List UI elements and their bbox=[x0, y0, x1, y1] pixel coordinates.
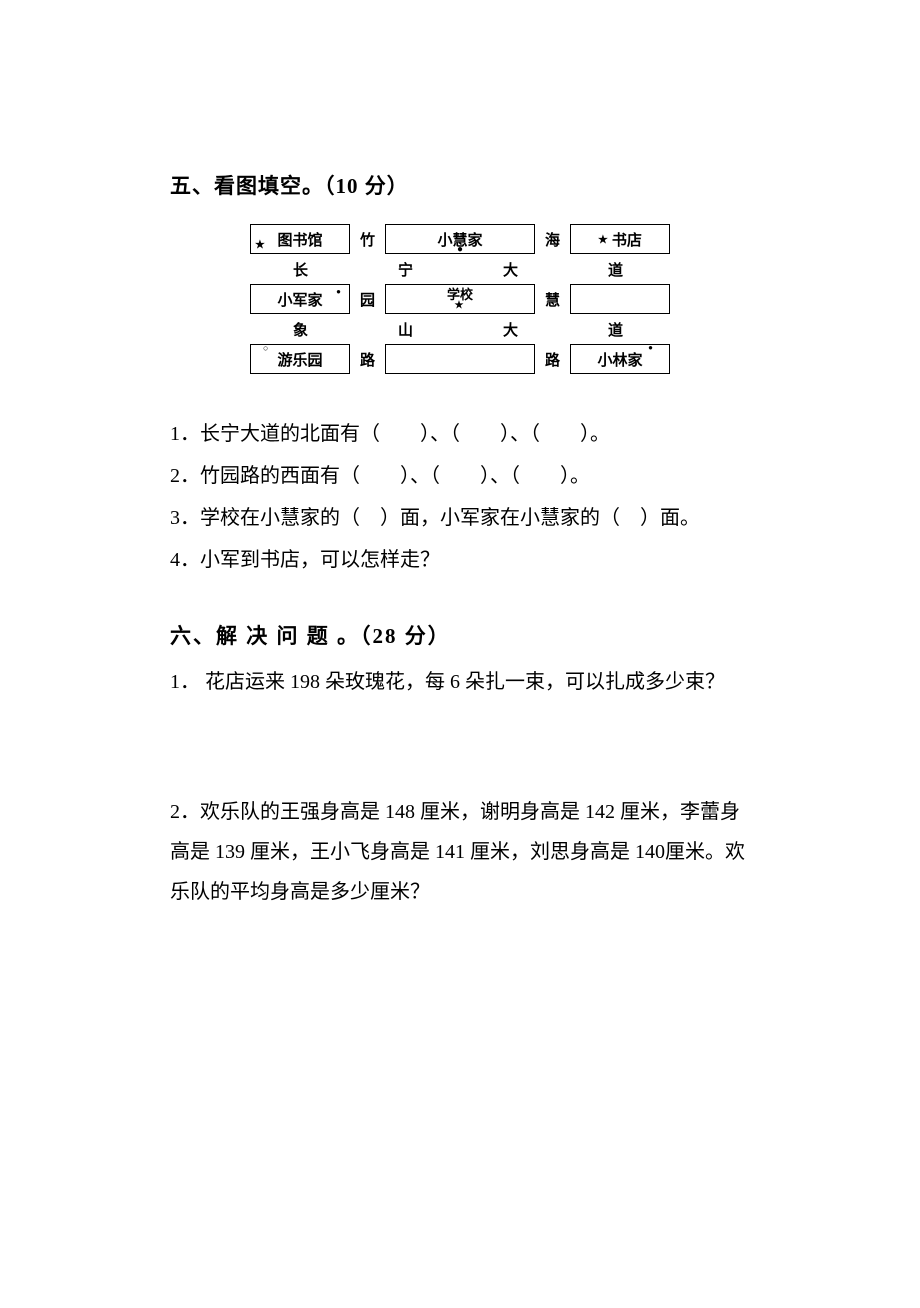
road-char: 象 bbox=[293, 319, 312, 340]
map-school-text: 学校 bbox=[447, 288, 473, 301]
road-lu-bot1: 路 bbox=[350, 344, 385, 374]
section5-header: 五、看图填空。（10 分） bbox=[170, 170, 750, 200]
circle-icon: ○ bbox=[263, 343, 268, 353]
map-xiaolin-home: 小林家 ● bbox=[570, 344, 670, 374]
map-library: 图书馆 ★ bbox=[250, 224, 350, 254]
star-icon: ★ bbox=[255, 238, 265, 251]
road-yuan-mid: 园 bbox=[350, 284, 385, 314]
road-char: 大 bbox=[503, 319, 522, 340]
road-char: 宁 bbox=[398, 259, 417, 280]
road-zhu-top: 竹 bbox=[350, 224, 385, 254]
map-empty-bottom bbox=[385, 344, 535, 374]
road-char: 山 bbox=[398, 319, 417, 340]
star-icon: ★ bbox=[455, 301, 464, 311]
map-bookstore-text: 书店 bbox=[612, 229, 642, 250]
problem-2: 2．欢乐队的王强身高是 148 厘米，谢明身高是 142 厘米，李蕾身高是 13… bbox=[170, 792, 750, 912]
problem-1: 1． 花店运来 198 朵玫瑰花，每 6 朵扎一束，可以扎成多少束？ bbox=[170, 662, 750, 702]
map-bookstore: ★ 书店 bbox=[570, 224, 670, 254]
road-char: 大 bbox=[503, 259, 522, 280]
map-park-text: 游乐园 bbox=[277, 349, 322, 370]
map-xiaohui-home: 小慧家 ● bbox=[385, 224, 535, 254]
question-2: 2．竹园路的西面有（ ）、（ ）、（ ）。 bbox=[170, 456, 750, 496]
road-xiangshan: 象 山 大 道 bbox=[250, 314, 670, 344]
question-4: 4．小军到书店，可以怎样走？ bbox=[170, 540, 750, 580]
road-hai-top: 海 bbox=[535, 224, 570, 254]
dot-icon: ● bbox=[648, 343, 653, 352]
map-xiaojun-text: 小军家 bbox=[277, 289, 322, 310]
map-empty-right bbox=[570, 284, 670, 314]
road-char: 道 bbox=[608, 259, 627, 280]
map-school: 学校 ★ bbox=[385, 284, 535, 314]
dot-icon: ● bbox=[457, 244, 463, 255]
map-library-text: 图书馆 bbox=[277, 229, 322, 250]
road-char: 长 bbox=[293, 259, 312, 280]
section5-questions: 1．长宁大道的北面有（ ）、（ ）、（ ）。 2．竹园路的西面有（ ）、（ ）、… bbox=[170, 414, 750, 580]
road-changning: 长 宁 大 道 bbox=[250, 254, 670, 284]
section6-header: 六、解 决 问 题 。（28 分） bbox=[170, 620, 750, 650]
map-xiaojun-home: 小军家 ● bbox=[250, 284, 350, 314]
road-char: 道 bbox=[608, 319, 627, 340]
map-diagram: 图书馆 ★ 竹 小慧家 ● 海 ★ 书店 长 宁 大 道 小军家 ● 园 学校 … bbox=[250, 224, 670, 374]
map-amusement-park: 游乐园 ○ bbox=[250, 344, 350, 374]
map-xiaolin-text: 小林家 bbox=[597, 349, 642, 370]
question-1: 1．长宁大道的北面有（ ）、（ ）、（ ）。 bbox=[170, 414, 750, 454]
road-hui-mid: 慧 bbox=[535, 284, 570, 314]
question-3: 3．学校在小慧家的（ ）面，小军家在小慧家的（ ）面。 bbox=[170, 498, 750, 538]
road-lu-bot2: 路 bbox=[535, 344, 570, 374]
star-icon: ★ bbox=[598, 233, 608, 246]
dot-icon: ● bbox=[336, 287, 341, 296]
